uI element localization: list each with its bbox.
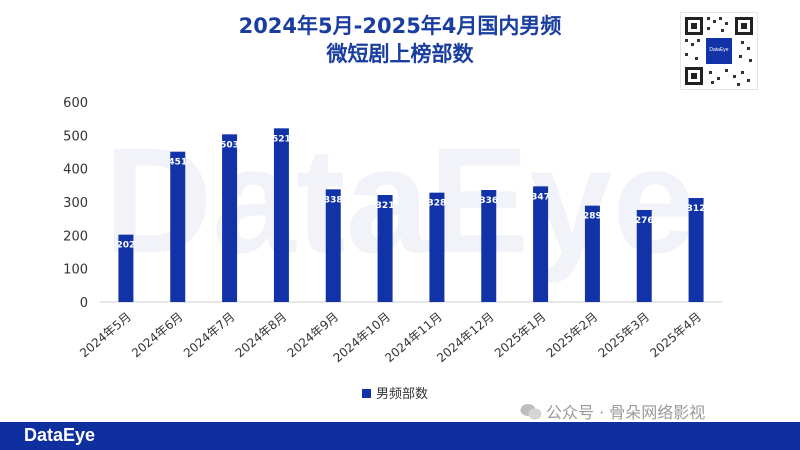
bar-data-label: 336 (479, 196, 498, 206)
bar-data-label: 451 (168, 158, 187, 168)
y-tick-label: 200 (63, 229, 88, 244)
x-axis-labels: 2024年5月2024年6月2024年7月2024年8月2024年9月2024年… (77, 310, 704, 366)
bar-data-label: 503 (220, 140, 239, 150)
bar (584, 205, 600, 302)
y-tick-label: 100 (63, 263, 88, 278)
wechat-icon (520, 404, 542, 420)
title-line-1: 2024年5月-2025年4月国内男频 (238, 14, 562, 38)
footer-logo: DataEye (24, 425, 96, 445)
wechat-source: 公众号 · 骨朵网络影视 (520, 402, 705, 424)
x-tick-label: 2024年8月 (233, 310, 290, 361)
legend: 男频部数 (362, 387, 428, 402)
y-tick-label: 500 (63, 129, 88, 144)
y-tick-label: 600 (63, 96, 88, 111)
bar (325, 189, 341, 302)
bar-data-label: 276 (635, 216, 654, 226)
title-line-2: 微短剧上榜部数 (326, 42, 474, 66)
bar (636, 210, 652, 302)
x-tick-label: 2024年12月 (434, 310, 496, 366)
qr-code-icon (685, 17, 753, 86)
x-tick-label: 2024年7月 (181, 310, 238, 361)
legend-label: 男频部数 (376, 387, 428, 402)
qr-center-label: DataEye (709, 47, 729, 53)
watermark: DataEye (104, 116, 696, 284)
bar-data-label: 202 (117, 241, 136, 251)
bar-data-label: 321 (376, 201, 395, 211)
bar (118, 234, 134, 302)
bar (533, 186, 549, 302)
x-tick-label: 2025年3月 (596, 310, 653, 361)
bar (222, 134, 238, 302)
x-tick-label: 2025年4月 (647, 310, 704, 361)
bar-data-label: 289 (583, 212, 602, 222)
bar-data-label: 312 (687, 204, 706, 214)
legend-swatch (362, 389, 371, 398)
x-tick-label: 2024年5月 (77, 310, 134, 361)
bar (377, 195, 393, 302)
bar-data-label: 347 (531, 192, 550, 202)
x-tick-label: 2024年6月 (129, 310, 186, 361)
qr-code: DataEye (680, 12, 758, 90)
y-tick-label: 400 (63, 163, 88, 178)
bar-data-label: 338 (324, 195, 343, 205)
x-tick-label: 2025年1月 (492, 310, 549, 361)
y-tick-label: 0 (80, 296, 88, 311)
bar (273, 128, 289, 302)
x-tick-label: 2025年2月 (544, 310, 601, 361)
bar (481, 190, 497, 302)
y-tick-label: 300 (63, 196, 88, 211)
footer-bar: DataEye (0, 422, 800, 450)
chart-title: 2024年5月-2025年4月国内男频 微短剧上榜部数 (0, 12, 800, 68)
bar-data-label: 521 (272, 134, 291, 144)
bar-data-label: 328 (428, 199, 447, 209)
wechat-source-text: 公众号 · 骨朵网络影视 (546, 403, 706, 422)
bar (429, 192, 445, 302)
bars: 202 451 503 521 338 321 328 336 347 289 276 312 (117, 128, 706, 302)
y-axis: 0 100 200 300 400 500 600 (63, 96, 88, 311)
bar (688, 198, 704, 302)
bar (170, 151, 186, 302)
